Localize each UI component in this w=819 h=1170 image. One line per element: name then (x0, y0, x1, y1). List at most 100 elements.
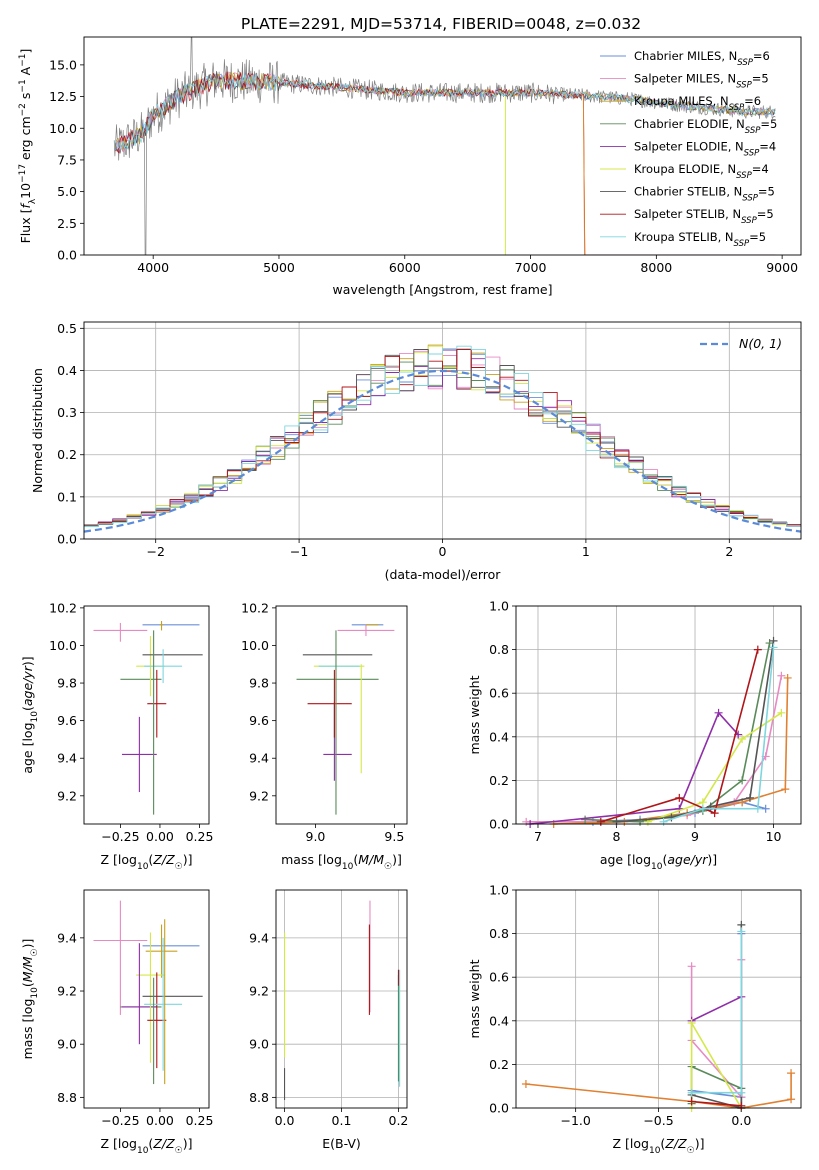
y-tick-label: 0.2 (489, 773, 509, 788)
mass-weight-marker (753, 645, 762, 654)
x-tick-label: 0.0 (731, 1113, 751, 1128)
x-tick-label: 6000 (389, 260, 421, 275)
y-tick-label: 0.3 (57, 405, 77, 420)
y-tick-label: 9.6 (249, 713, 269, 728)
x-tick-label: −1 (290, 544, 308, 559)
x-tick-label: 0.00 (146, 829, 174, 844)
y-tick-label: 2.5 (57, 216, 77, 231)
spectrum-model-line (115, 74, 776, 150)
weight-vs-age-y-axis-label: mass weight (467, 675, 482, 754)
y-tick-label: 0.5 (57, 321, 77, 336)
x-tick-label: 0.00 (146, 1113, 174, 1128)
x-tick-label: 10 (766, 829, 782, 844)
mass-weight-marker (687, 1088, 696, 1097)
spectrum-axes: 4000 5000 6000 7000 8000 9000 0.0 2.5 5.0 7.5 10.0… (49, 57, 798, 275)
y-tick-label: 9.4 (249, 930, 269, 945)
error-bar-point (144, 937, 183, 1071)
mass-vs-EBV-frame (275, 889, 408, 1109)
residuals-axes: −2 −1 0 1 2 0.0 0.1 0.2 0.3 0.4 0.5 (57, 321, 801, 559)
mass-weight-marker (636, 817, 645, 826)
mass-weight-marker (714, 708, 723, 717)
y-tick-label: 0.8 (489, 642, 509, 657)
y-tick-label: 7.5 (57, 152, 77, 167)
y-tick-label: 0.0 (489, 817, 509, 832)
residuals-plot (83, 344, 802, 533)
x-tick-label: 0.2 (389, 1113, 409, 1128)
x-tick-label: 4000 (137, 260, 169, 275)
spectrum-x-axis-label: wavelength [Angstrom, rest frame] (332, 282, 552, 297)
y-tick-label: 12.5 (49, 89, 77, 104)
gaussian-reference-curve (83, 369, 802, 533)
y-tick-label: 9.8 (57, 676, 77, 691)
y-tick-label: 8.8 (57, 1090, 77, 1105)
x-tick-label: 0 (439, 544, 447, 559)
residuals-frame (83, 321, 802, 540)
age-vs-Z-plot (93, 621, 203, 815)
age-vs-mass-x-axis-label: mass [log10(M/M☉)] (281, 852, 402, 872)
y-tick-label: 10.0 (241, 638, 269, 653)
x-tick-label: 0.25 (186, 829, 214, 844)
error-bar-point (121, 716, 157, 793)
mass-weight-marker (787, 1069, 796, 1078)
x-tick-label: 8000 (640, 260, 672, 275)
y-tick-label: 9.2 (57, 788, 77, 803)
residual-histogram-step (84, 345, 801, 527)
mass-weight-marker (687, 962, 696, 971)
residuals-x-axis-label: (data-model)/error (385, 567, 502, 582)
mass-weight-line (585, 642, 771, 823)
y-tick-label: 0.0 (57, 248, 77, 263)
mass-weight-marker (687, 1018, 696, 1027)
mass-weight-marker (737, 927, 746, 936)
y-tick-label: 10.2 (49, 600, 77, 615)
x-tick-label: −1.0 (560, 1113, 590, 1128)
y-tick-label: 0.2 (57, 447, 77, 462)
x-tick-label: 0.0 (275, 1113, 295, 1128)
spectrum-y-axis-label: Flux [fλ10−17 erg cm−2 s−1 A−1] (18, 49, 38, 244)
legend-entry: Kroupa MILES, NSSP=6 (634, 94, 761, 113)
error-bar-point (144, 649, 183, 684)
x-tick-label: −0.5 (643, 1113, 673, 1128)
y-tick-label: 9.4 (249, 751, 269, 766)
y-tick-label: 8.8 (249, 1090, 269, 1105)
x-tick-label: 8 (613, 829, 621, 844)
y-tick-label: 0.2 (489, 1057, 509, 1072)
mass-weight-line (691, 933, 743, 1098)
mass-weight-marker (738, 734, 747, 743)
legend-entry: Kroupa ELODIE, NSSP=4 (634, 162, 769, 181)
x-tick-label: −0.25 (101, 1113, 139, 1128)
mass-vs-EBV-x-axis-label: E(B-V) (322, 1136, 361, 1151)
mass-weight-marker (761, 804, 770, 813)
error-bar-point (136, 932, 165, 1063)
y-tick-label: 9.0 (249, 1037, 269, 1052)
y-tick-label: 10.2 (241, 600, 269, 615)
x-tick-label: 9000 (766, 260, 798, 275)
y-tick-label: 0.6 (489, 970, 509, 985)
y-tick-label: 9.8 (249, 676, 269, 691)
mass-weight-marker (596, 817, 605, 826)
mass-weight-marker (738, 776, 747, 785)
age-vs-Z-frame (83, 605, 210, 825)
mass-weight-marker (783, 673, 792, 682)
legend-entry: Chabrier ELODIE, NSSP=5 (634, 117, 777, 136)
spectrum-model-line (115, 71, 776, 255)
y-tick-label: 5.0 (57, 184, 77, 199)
mass-weight-marker (675, 793, 684, 802)
mass-weight-marker (753, 804, 762, 813)
legend-entry: Chabrier MILES, NSSP=6 (634, 49, 770, 68)
mass-weight-line (600, 649, 759, 823)
y-tick-label: 0.0 (57, 532, 77, 547)
mass-weight-marker (777, 671, 786, 680)
age-vs-Z-axes: −0.25 0.00 0.25 9.2 9.4 9.6 9.8 10.0 10.2 (49, 600, 213, 844)
weight-vs-age-plot (522, 636, 792, 828)
weight-vs-age-x-axis-label: age [log10(age/yr)] (600, 852, 717, 872)
mass-weight-marker (777, 708, 786, 717)
y-tick-label: 9.6 (57, 713, 77, 728)
mass-vs-Z-axes: −0.25 0.00 0.25 8.8 9.0 9.2 9.4 (57, 930, 213, 1128)
y-tick-label: 0.4 (57, 363, 77, 378)
x-tick-label: 0.1 (332, 1113, 352, 1128)
mass-weight-marker (769, 643, 778, 652)
spectrum-model-line (115, 72, 776, 150)
mass-weight-line (690, 1022, 742, 1109)
legend-entry: Kroupa STELIB, NSSP=5 (634, 230, 766, 249)
